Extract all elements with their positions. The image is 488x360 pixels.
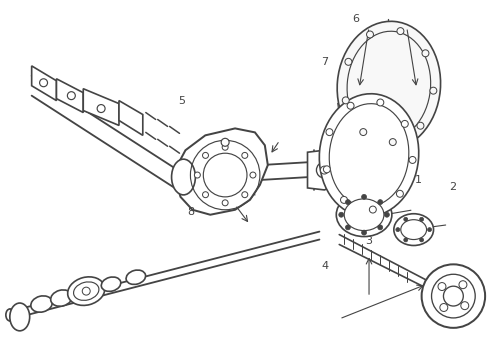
Text: 5: 5	[178, 96, 184, 107]
Circle shape	[429, 87, 436, 94]
Circle shape	[419, 238, 423, 242]
Circle shape	[40, 79, 47, 87]
Circle shape	[242, 152, 247, 158]
Ellipse shape	[344, 199, 383, 231]
Circle shape	[376, 99, 383, 106]
Circle shape	[361, 194, 366, 199]
Circle shape	[427, 228, 431, 231]
Circle shape	[395, 228, 399, 231]
Ellipse shape	[73, 282, 99, 300]
Ellipse shape	[67, 277, 104, 305]
Circle shape	[443, 286, 462, 306]
Circle shape	[323, 166, 330, 173]
Ellipse shape	[51, 290, 72, 306]
Circle shape	[460, 302, 468, 310]
Circle shape	[345, 199, 350, 204]
Circle shape	[67, 92, 75, 100]
Circle shape	[377, 199, 382, 204]
Circle shape	[403, 238, 407, 242]
Circle shape	[361, 230, 366, 235]
Circle shape	[97, 105, 105, 113]
Circle shape	[316, 162, 332, 178]
Circle shape	[359, 129, 366, 135]
Circle shape	[338, 212, 343, 217]
Ellipse shape	[337, 21, 440, 150]
Circle shape	[342, 97, 348, 104]
Circle shape	[408, 157, 415, 163]
Circle shape	[320, 166, 327, 174]
Ellipse shape	[126, 270, 145, 284]
Text: 6: 6	[352, 14, 359, 24]
Ellipse shape	[319, 94, 418, 217]
Circle shape	[384, 212, 388, 217]
Circle shape	[340, 197, 347, 203]
Text: 4: 4	[320, 261, 327, 271]
Ellipse shape	[10, 303, 30, 331]
Text: 2: 2	[448, 182, 456, 192]
Circle shape	[202, 192, 208, 198]
Circle shape	[249, 172, 255, 178]
Circle shape	[403, 217, 407, 221]
Ellipse shape	[346, 31, 430, 140]
Ellipse shape	[336, 193, 391, 237]
Text: 1: 1	[414, 175, 421, 185]
Ellipse shape	[31, 296, 52, 312]
Polygon shape	[307, 150, 341, 190]
Circle shape	[396, 28, 403, 35]
Ellipse shape	[393, 214, 433, 246]
Circle shape	[345, 225, 350, 230]
Circle shape	[366, 31, 373, 38]
Circle shape	[222, 144, 228, 150]
Circle shape	[242, 192, 247, 198]
Polygon shape	[83, 89, 119, 125]
Circle shape	[194, 172, 200, 178]
Text: 8: 8	[187, 207, 194, 217]
Circle shape	[82, 287, 90, 295]
Circle shape	[439, 303, 447, 311]
Circle shape	[421, 50, 428, 57]
Circle shape	[221, 138, 229, 146]
Circle shape	[222, 200, 228, 206]
Text: 3: 3	[364, 236, 371, 246]
Circle shape	[416, 122, 423, 129]
Ellipse shape	[6, 309, 14, 321]
Circle shape	[458, 281, 466, 289]
Polygon shape	[32, 66, 56, 100]
Circle shape	[437, 283, 445, 291]
Circle shape	[377, 225, 382, 230]
Polygon shape	[119, 100, 142, 135]
Ellipse shape	[400, 220, 426, 239]
Circle shape	[325, 129, 332, 136]
Circle shape	[202, 152, 208, 158]
Polygon shape	[56, 79, 83, 113]
Circle shape	[421, 264, 484, 328]
Ellipse shape	[328, 104, 408, 207]
Circle shape	[346, 102, 353, 109]
Circle shape	[388, 139, 395, 145]
Ellipse shape	[101, 277, 121, 291]
Polygon shape	[175, 129, 267, 215]
Text: 7: 7	[320, 57, 327, 67]
Circle shape	[431, 274, 474, 318]
Circle shape	[344, 58, 351, 65]
Circle shape	[396, 190, 403, 197]
Circle shape	[368, 206, 376, 213]
Ellipse shape	[171, 159, 195, 195]
Circle shape	[419, 217, 423, 221]
Circle shape	[401, 120, 407, 127]
